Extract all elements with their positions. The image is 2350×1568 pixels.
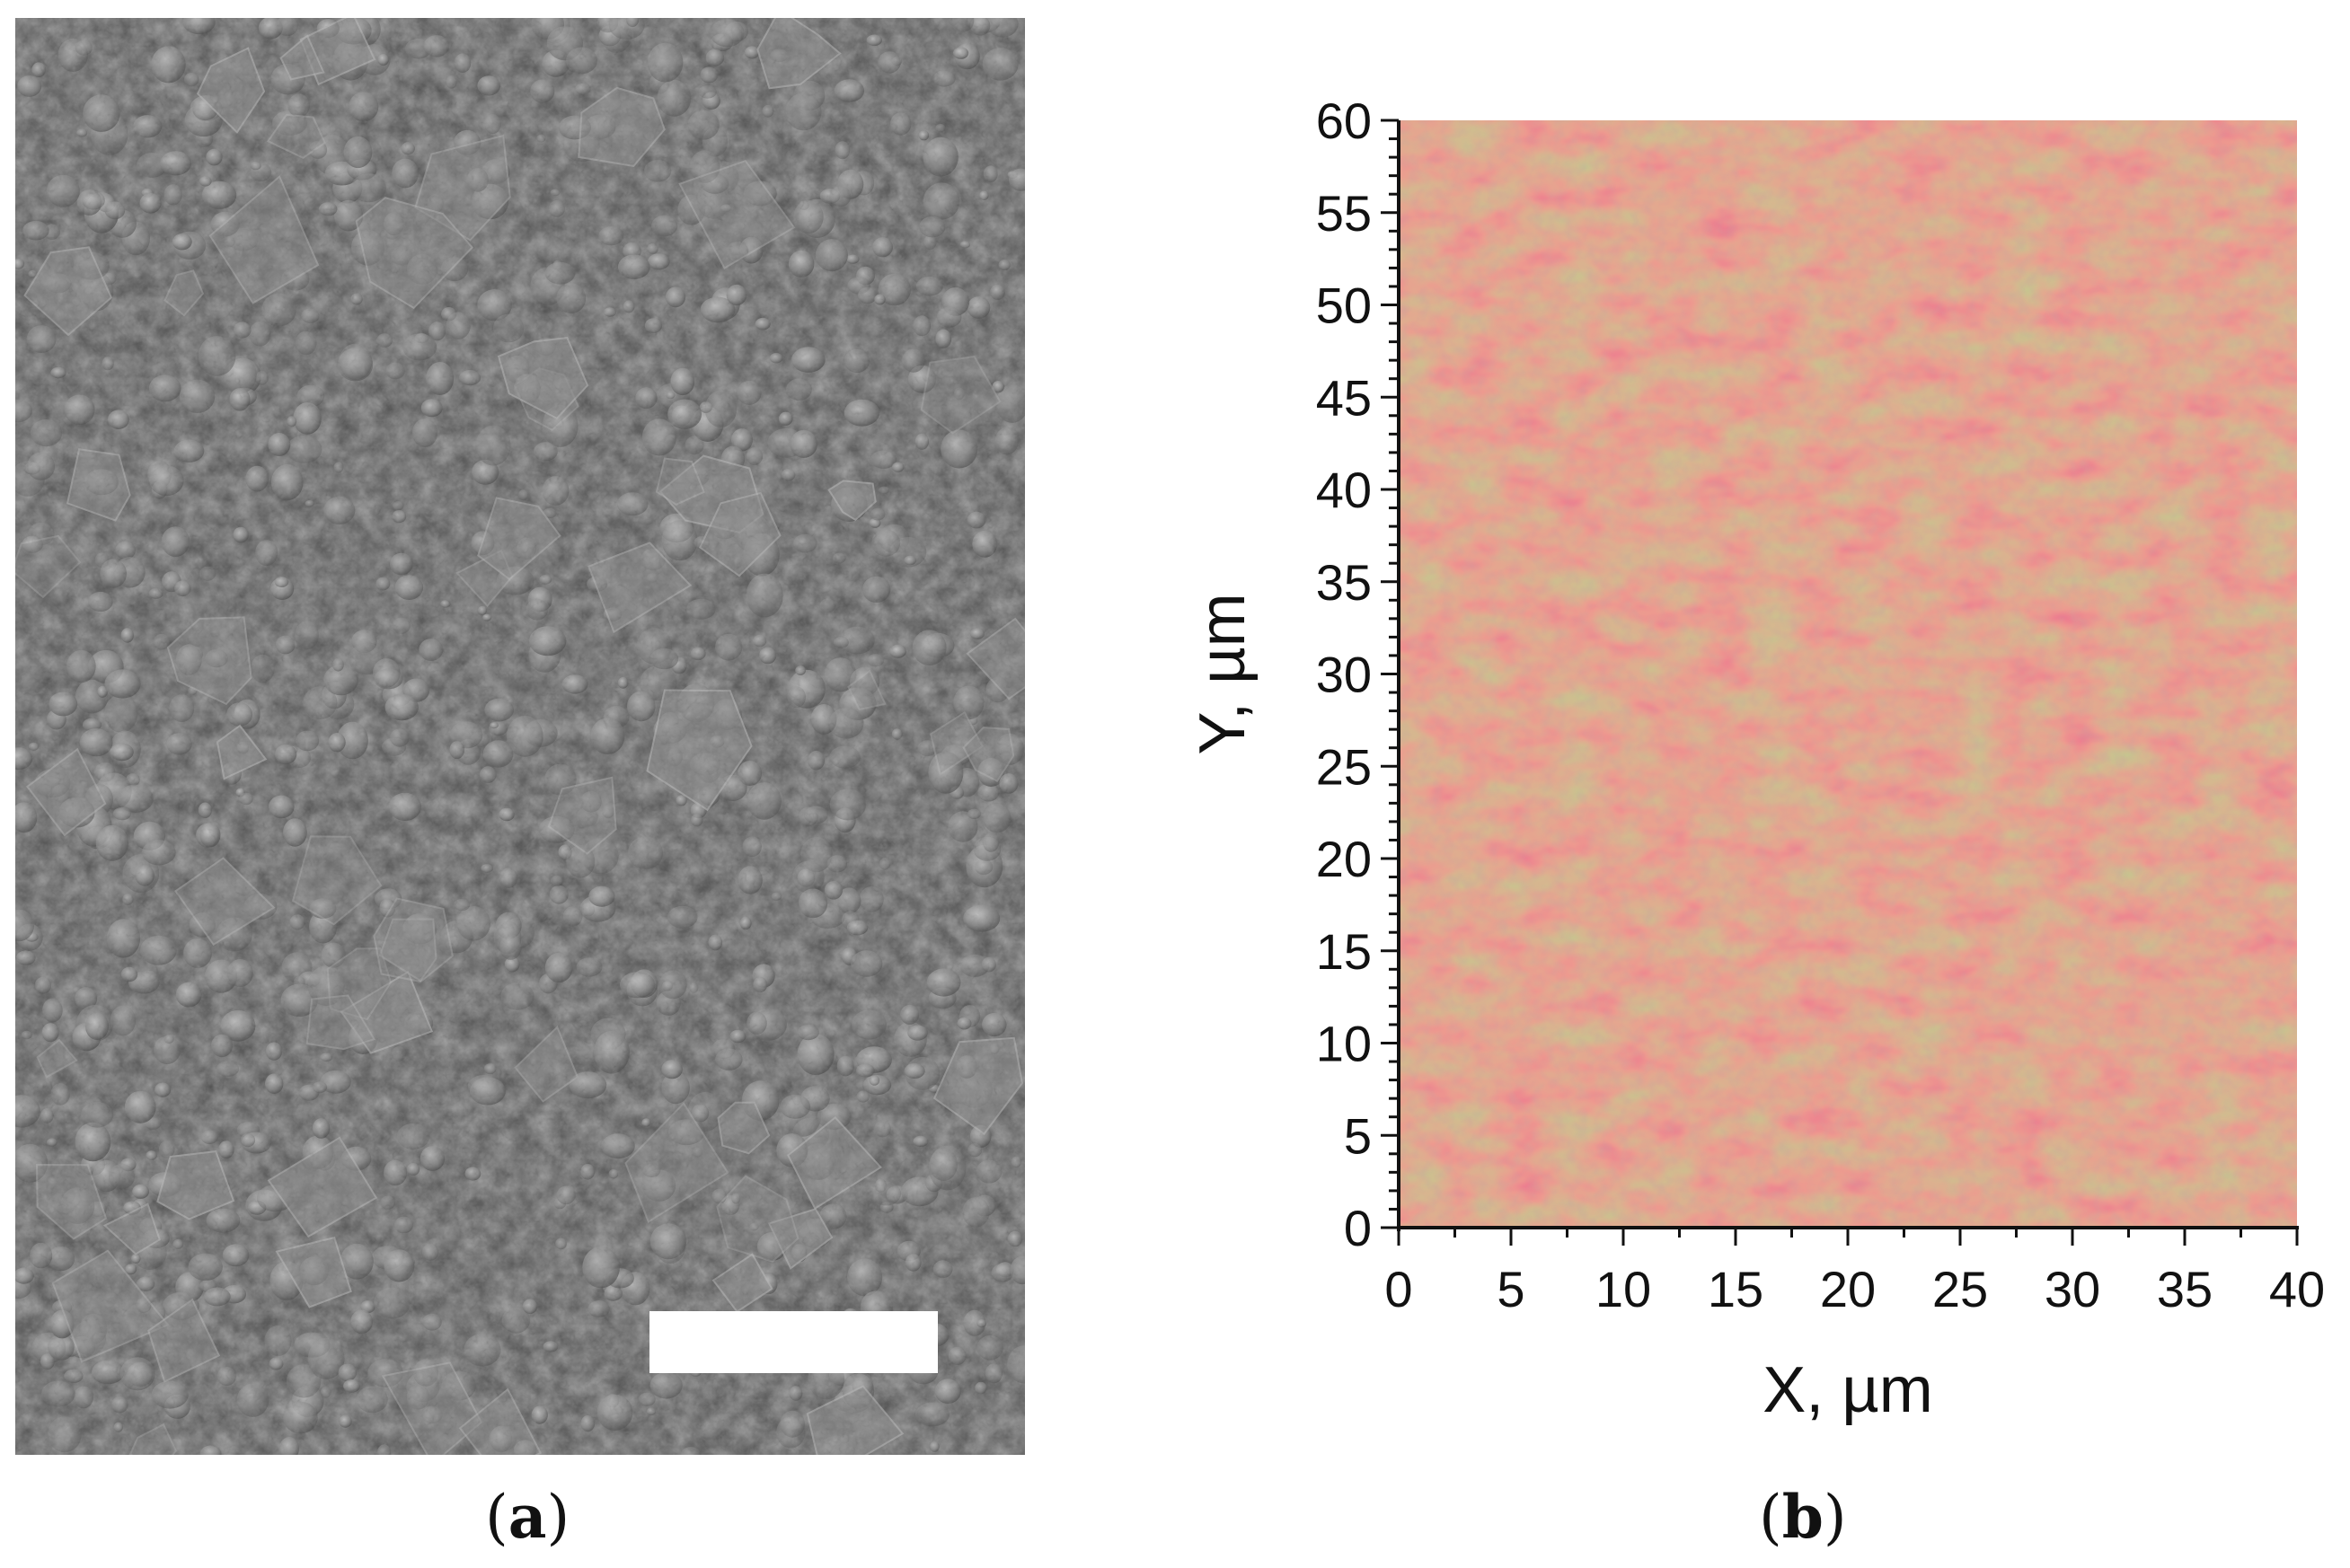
caption-b-label: b (1781, 1482, 1824, 1552)
sem-micrograph (15, 18, 1025, 1455)
y-axis-label: Y, µm (1187, 593, 1259, 754)
scale-bar (649, 1311, 938, 1373)
y-tick-label: 25 (1316, 738, 1372, 795)
y-tick-label: 50 (1316, 277, 1372, 334)
x-tick-label: 20 (1820, 1261, 1876, 1317)
y-tick-label: 10 (1316, 1016, 1372, 1072)
x-tick-label: 0 (1384, 1261, 1412, 1317)
y-tick-label: 15 (1316, 923, 1372, 980)
x-axis-label: X, µm (1762, 1354, 1933, 1426)
y-tick-label: 55 (1316, 185, 1372, 242)
y-tick-label: 40 (1316, 462, 1372, 518)
y-tick-label: 5 (1344, 1107, 1372, 1164)
sem-texture (15, 18, 1025, 1455)
map-plot-area (1399, 120, 2297, 1228)
y-tick-label: 60 (1316, 92, 1372, 149)
x-tick-label: 30 (2045, 1261, 2100, 1317)
y-tick-label: 0 (1344, 1200, 1372, 1256)
composition-map-chart: 0 5 10 15 20 25 30 35 40 45 50 55 60 0 5 10 15 20 25 30 35 40… (1187, 92, 2325, 1426)
caption-a: (a) (485, 1482, 570, 1552)
caption-b: (b) (1759, 1482, 1847, 1552)
caption-a-label: a (508, 1482, 547, 1552)
y-tick-label: 20 (1316, 831, 1372, 887)
x-tick-label: 10 (1595, 1261, 1651, 1317)
x-tick-label: 5 (1497, 1261, 1524, 1317)
y-tick-label: 30 (1316, 647, 1372, 703)
y-tick-label: 45 (1316, 369, 1372, 426)
map-speckle-layer (1399, 120, 2297, 1228)
x-tick-label: 40 (2269, 1261, 2325, 1317)
map-axes: 0 5 10 15 20 25 30 35 40 45 50 55 60 0 5 10 15 20 25 30 35 40… (1187, 92, 2325, 1426)
x-tick-label: 35 (2157, 1261, 2213, 1317)
x-tick-label: 15 (1708, 1261, 1763, 1317)
x-tick-label: 25 (1932, 1261, 1988, 1317)
y-tick-label: 35 (1316, 554, 1372, 611)
